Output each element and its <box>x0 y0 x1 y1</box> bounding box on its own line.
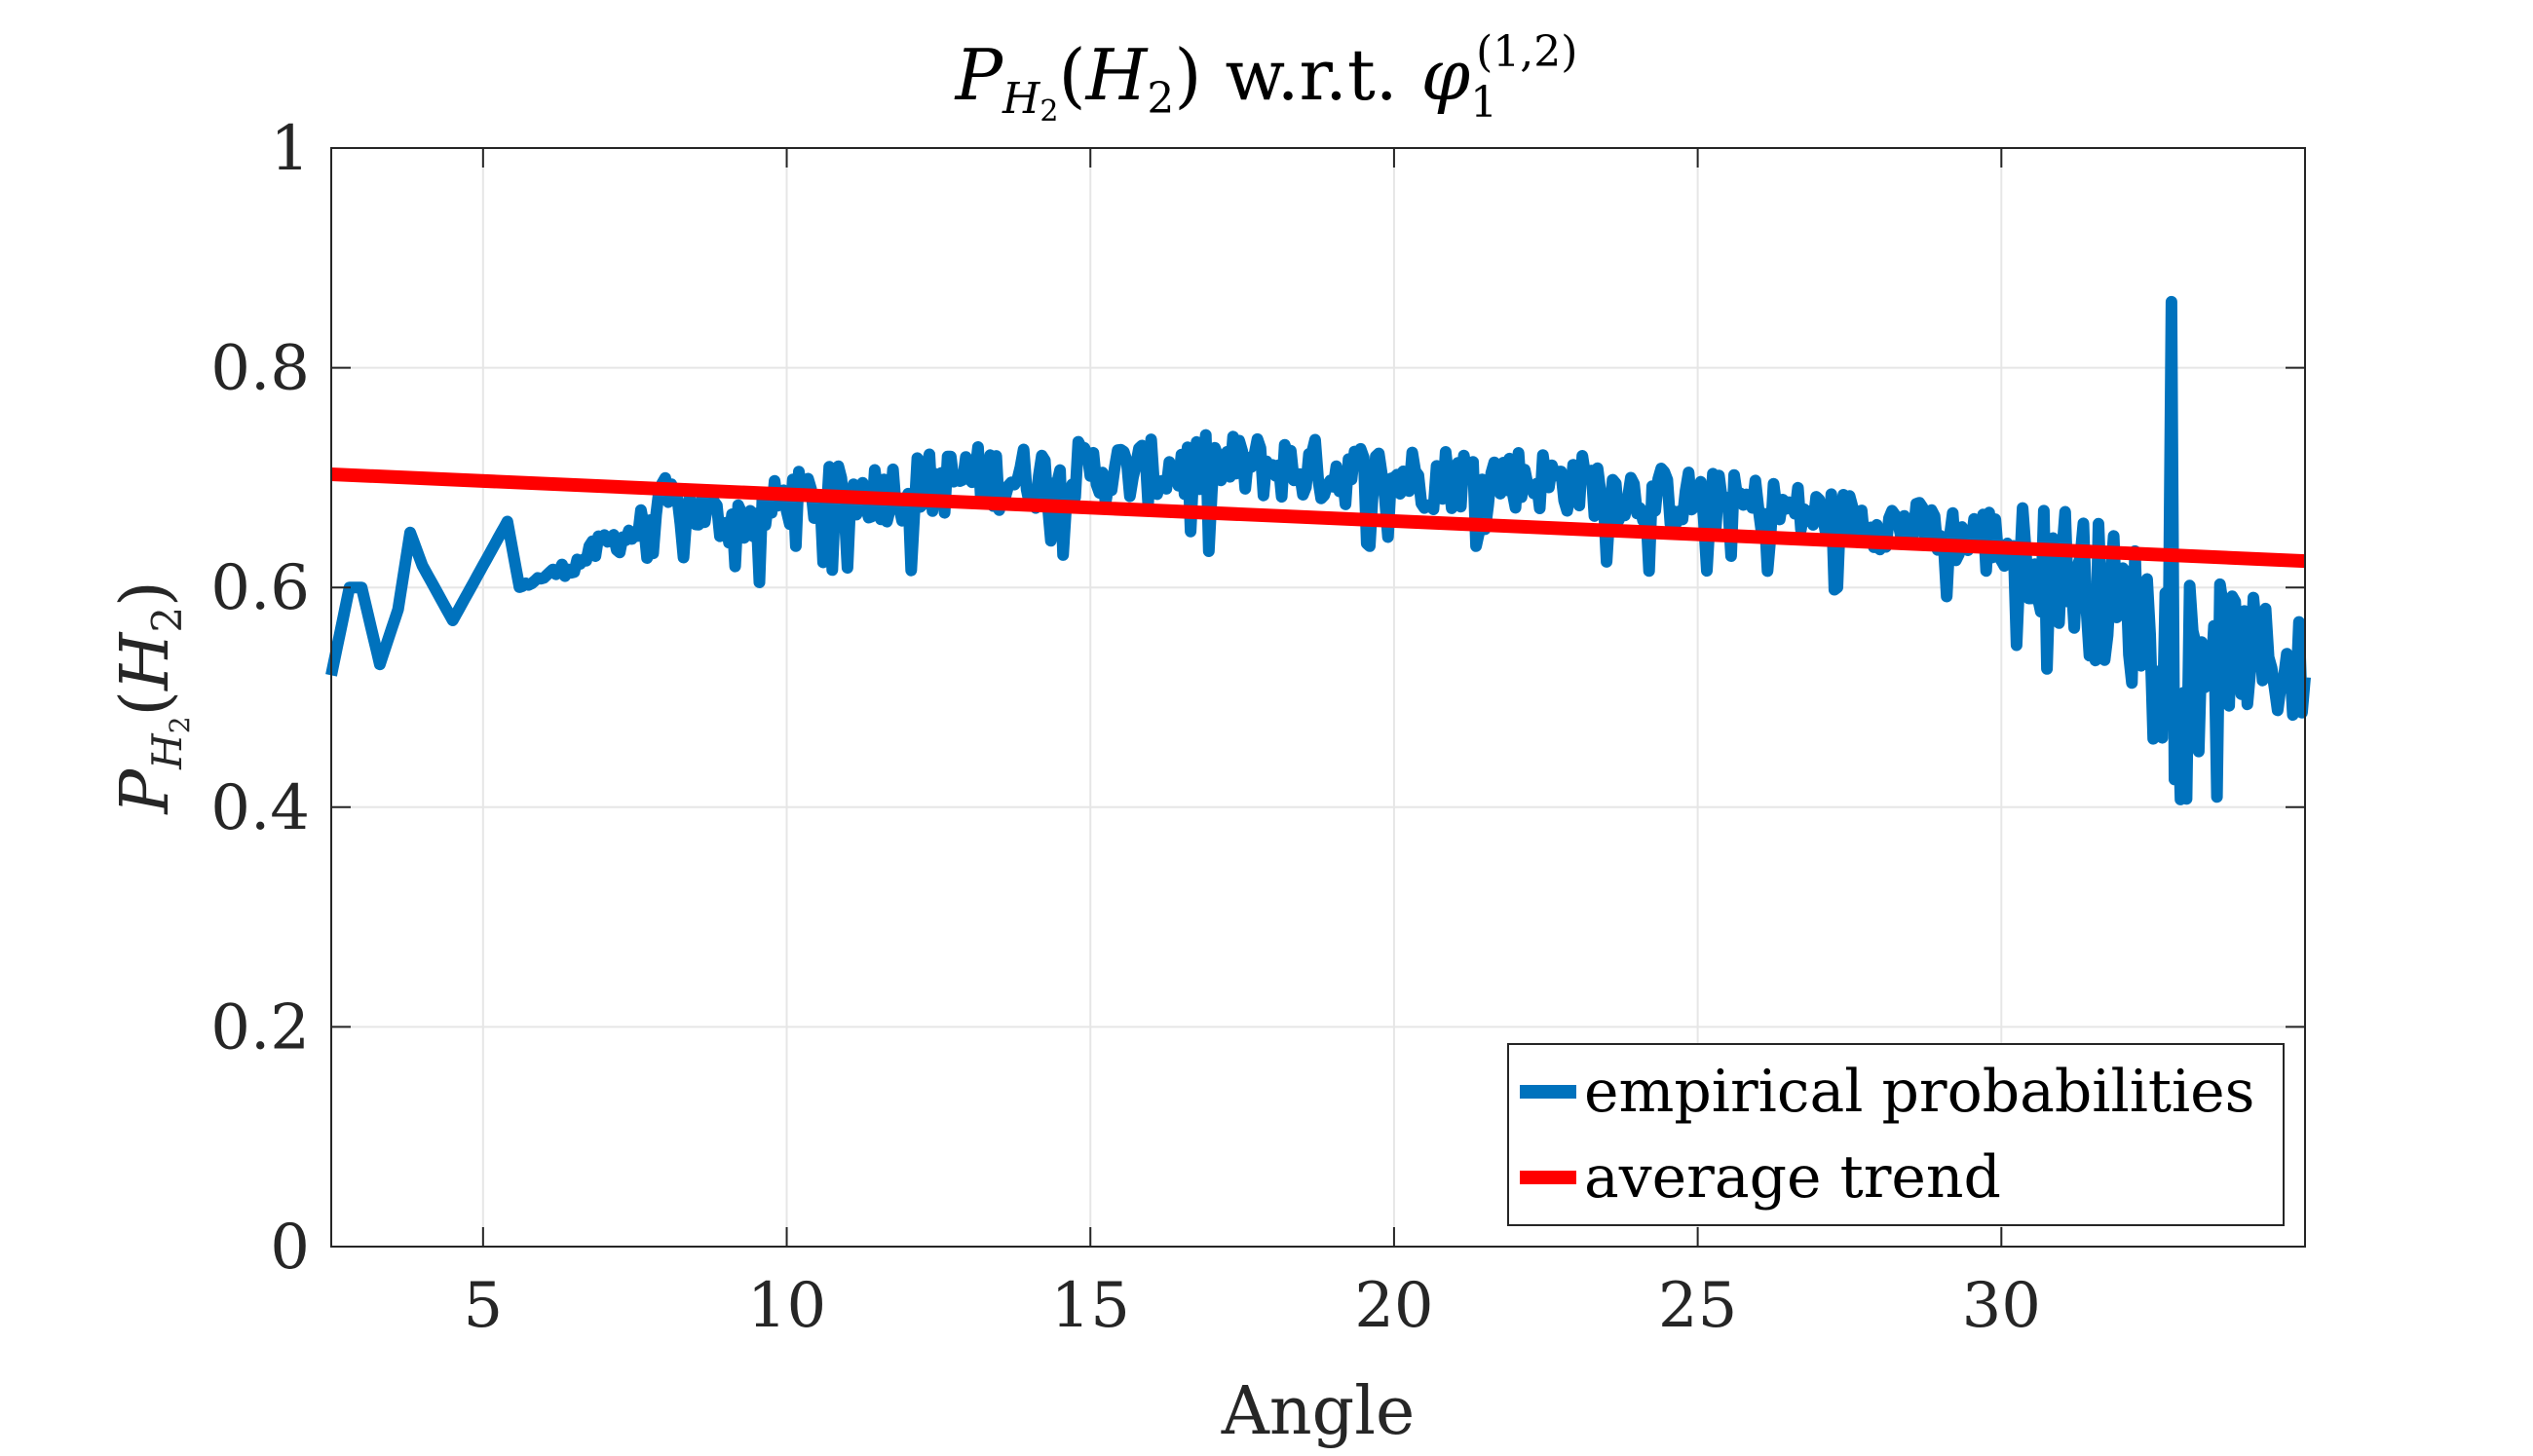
x-tick-label: 15 <box>1051 1270 1130 1342</box>
title-hat-symbol: H <box>1084 34 1149 116</box>
legend-label-trend: average trend <box>1584 1143 2001 1212</box>
y-axis-label: PH2(H2) <box>107 580 196 815</box>
x-tick-label: 25 <box>1658 1270 1737 1342</box>
y-tick-label: 1 <box>270 113 310 185</box>
chart-title: PH2(H2) w.r.t. φ1(1,2) <box>954 27 1578 129</box>
legend-box <box>1507 1043 2285 1226</box>
x-tick-label: 10 <box>747 1270 826 1342</box>
y-tick-label: 0.2 <box>210 991 310 1064</box>
x-tick-label: 5 <box>463 1270 503 1342</box>
x-tick-label: 20 <box>1354 1270 1433 1342</box>
legend-label-empirical: empirical probabilities <box>1584 1058 2254 1126</box>
y-tick-label: 0 <box>270 1212 310 1284</box>
x-axis-label: Angle <box>1221 1373 1415 1450</box>
axis-ticks: 5 10 15 20 25 30 0 0.2 0.4 0.6 0.8 1 <box>210 113 2305 1342</box>
y-tick-label: 0.6 <box>210 552 310 624</box>
y-tick-label: 0.8 <box>210 333 310 405</box>
axes-box <box>330 147 2306 1248</box>
legend: empirical probabilities average trend <box>1507 1043 2285 1226</box>
series-layer <box>325 295 2311 805</box>
y-tick-label: 0.4 <box>210 772 310 844</box>
series-line-average-trend <box>330 467 2306 569</box>
x-tick-label: 30 <box>1962 1270 2041 1342</box>
